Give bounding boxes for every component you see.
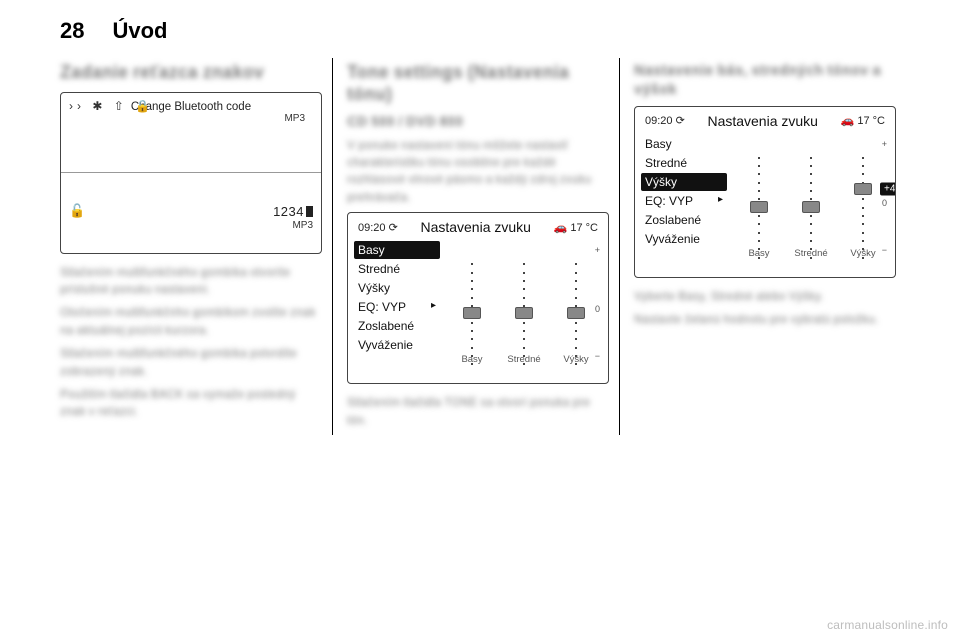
sound-panel-header: 09:20 ⟳ Nastavenia zvuku 🚗 17 °C	[635, 107, 895, 129]
sound-panel-body: BasyStrednéVýškyEQ: VYP▸ZoslabenéVyvážen…	[635, 129, 895, 277]
sound-menu-item: Výšky	[641, 173, 727, 191]
slider-label: Stredné	[794, 248, 827, 259]
col1-para: Otočením multifunkčnho gombíkom zvolíte …	[60, 304, 322, 339]
eq-slider: Výšky	[575, 241, 577, 363]
lcd-top-pane: ›› ✱ ⇧ 🔒 Change Bluetooth code MP3	[61, 93, 321, 173]
submenu-arrow-icon: ▸	[718, 194, 723, 205]
slider-label: Výšky	[850, 248, 875, 259]
sound-menu-item: EQ: VYP▸	[641, 192, 727, 210]
sound-menu-item: Basy	[641, 135, 727, 153]
submenu-arrow-icon: ▸	[431, 300, 436, 311]
column-3: Nastavenie bás, stredných tónov a výšok …	[619, 58, 906, 435]
sound-menu-item: Stredné	[354, 260, 440, 278]
sound-menu-item: Zoslabené	[641, 211, 727, 229]
slider-knob	[515, 307, 533, 319]
sound-slider-area: + 0 − Basy Stredné +4Výšky	[733, 135, 889, 271]
bluetooth-code-figure: ›› ✱ ⇧ 🔒 Change Bluetooth code MP3 🔓 123…	[60, 92, 322, 254]
slider-label: Výšky	[563, 354, 588, 365]
watermark: carmanualsonline.info	[827, 618, 948, 632]
lock-open-icon: 🔓	[69, 203, 85, 219]
scale-mid: 0	[595, 304, 600, 314]
sound-menu-item: Vyváženie	[354, 336, 440, 354]
col1-heading: Zadanie reťazca znakov	[60, 62, 322, 84]
sound-panel-vysky: 09:20 ⟳ Nastavenia zvuku 🚗 17 °C BasyStr…	[634, 106, 896, 278]
eq-slider: Basy	[758, 135, 760, 257]
columns: Zadanie reťazca znakov ›› ✱ ⇧ 🔒 Change B…	[0, 54, 960, 435]
col2-outro: Stlačením tlačidla TONE sa otvorí ponuka…	[347, 394, 609, 429]
sound-panel-title: Nastavenia zvuku	[398, 219, 554, 235]
scale-bot: −	[595, 351, 600, 361]
sound-panel-basy: 09:20 ⟳ Nastavenia zvuku 🚗 17 °C BasyStr…	[347, 212, 609, 384]
col1-para: Stlačením multifunkčného gombíka otvorít…	[60, 264, 322, 299]
page-header: 28 Úvod	[0, 0, 960, 54]
slider-knob	[854, 183, 872, 195]
eq-slider: Stredné	[523, 241, 525, 363]
col3-para: Nastavte želanú hodnotu pre vybratú polo…	[634, 311, 896, 328]
sound-menu-item: Stredné	[641, 154, 727, 172]
scale-top: +	[595, 245, 600, 255]
sound-menu-item: Vyváženie	[641, 230, 727, 248]
lcd-bottom-sub: MP3	[69, 219, 313, 231]
col1-para: Použitím tlačidla BACK sa vymaže posledn…	[60, 386, 322, 421]
eq-slider: Stredné	[810, 135, 812, 257]
slider-label: Basy	[748, 248, 769, 259]
page: 28 Úvod Zadanie reťazca znakov ›› ✱ ⇧ 🔒 …	[0, 0, 960, 642]
scale-top: +	[882, 139, 887, 149]
cursor-icon	[306, 206, 313, 217]
col2-subhead: CD 500 / DVD 800	[347, 113, 609, 131]
lcd-code-value: 1234	[273, 204, 313, 219]
column-1: Zadanie reťazca znakov ›› ✱ ⇧ 🔒 Change B…	[60, 58, 332, 435]
lcd-bottom-row: 🔓 1234	[69, 179, 313, 219]
col3-para: Vyberte Basy, Stredné alebo Výšky.	[634, 288, 896, 305]
col2-heading: Tone settings (Nastavenia tónu)	[347, 62, 609, 105]
sound-menu-list: BasyStrednéVýškyEQ: VYP▸ZoslabenéVyvážen…	[354, 241, 440, 377]
slider-knob	[750, 201, 768, 213]
eq-slider: +4Výšky	[862, 135, 864, 257]
sound-panel-header: 09:20 ⟳ Nastavenia zvuku 🚗 17 °C	[348, 213, 608, 235]
col2-intro: V ponuke nastavení tónu môžete nastaviť …	[347, 137, 609, 207]
lcd-top-sub: MP3	[69, 113, 313, 124]
sound-menu-item: Basy	[354, 241, 440, 259]
sound-menu-item: EQ: VYP▸	[354, 298, 440, 316]
slider-label: Stredné	[507, 354, 540, 365]
scale-bot: −	[882, 245, 887, 255]
column-2: Tone settings (Nastavenia tónu) CD 500 /…	[332, 58, 619, 435]
temperature-label: 🚗 17 °C	[841, 114, 885, 127]
col1-para: Stlačením multifunkčného gombíka potvrdí…	[60, 345, 322, 380]
sound-menu-item: Výšky	[354, 279, 440, 297]
sound-panel-body: BasyStrednéVýškyEQ: VYP▸ZoslabenéVyvážen…	[348, 235, 608, 383]
slider-knob	[802, 201, 820, 213]
sound-slider-area: + 0 − Basy Stredné Výšky	[446, 241, 602, 377]
eq-slider: Basy	[471, 241, 473, 363]
slider-knob	[567, 307, 585, 319]
section-title: Úvod	[112, 18, 167, 44]
slider-knob	[463, 307, 481, 319]
slider-label: Basy	[461, 354, 482, 365]
slider-value-badge: +4	[880, 182, 896, 195]
sound-menu-item: Zoslabené	[354, 317, 440, 335]
scale-mid: 0	[882, 198, 887, 208]
lcd-bottom-pane: 🔓 1234 MP3	[61, 172, 321, 253]
col3-heading: Nastavenie bás, stredných tónov a výšok	[634, 62, 896, 100]
sound-menu-list: BasyStrednéVýškyEQ: VYP▸ZoslabenéVyvážen…	[641, 135, 727, 271]
lcd-status-icons: ›› ✱ ⇧ 🔒	[69, 99, 154, 113]
code-digits: 1234	[273, 204, 304, 219]
temperature-label: 🚗 17 °C	[554, 221, 598, 234]
page-number: 28	[60, 18, 84, 44]
clock-label: 09:20 ⟳	[358, 221, 398, 234]
clock-label: 09:20 ⟳	[645, 114, 685, 127]
sound-panel-title: Nastavenia zvuku	[685, 113, 841, 129]
